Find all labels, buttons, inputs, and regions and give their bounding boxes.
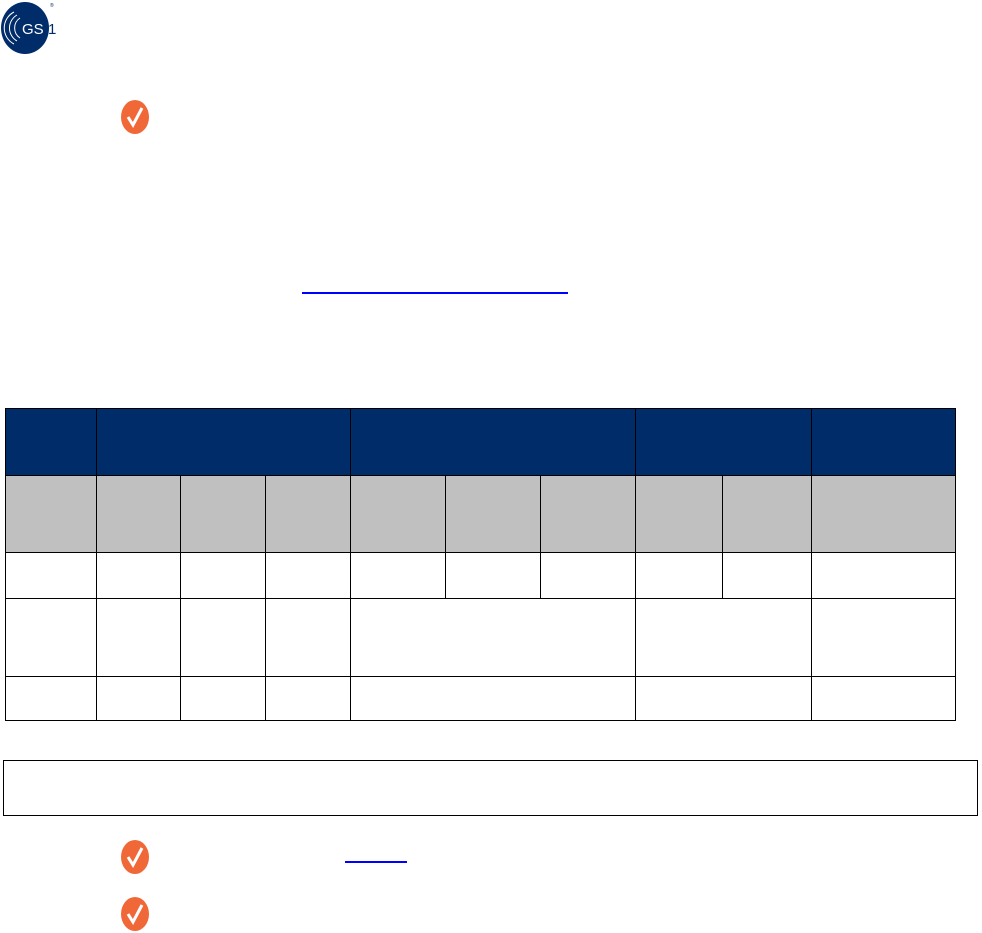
table-cell xyxy=(265,598,351,677)
table-cell xyxy=(180,598,266,677)
table-row xyxy=(5,598,956,677)
table-header-row xyxy=(5,408,956,476)
gs1-logo: GS 1 ® xyxy=(1,2,56,54)
subheader-cell xyxy=(722,475,812,553)
header-cell xyxy=(811,408,956,476)
check-circle-icon xyxy=(121,897,149,931)
subheader-cell xyxy=(265,475,351,553)
table-cell xyxy=(540,552,636,599)
table-cell xyxy=(722,552,812,599)
table-cell xyxy=(5,676,97,721)
svg-text:1: 1 xyxy=(48,21,56,38)
subheader-cell xyxy=(350,475,446,553)
svg-text:GS: GS xyxy=(22,21,44,38)
table-cell xyxy=(5,598,97,677)
table-row xyxy=(5,676,956,721)
table-cell xyxy=(180,552,266,599)
subheader-cell xyxy=(635,475,723,553)
subheader-cell xyxy=(445,475,541,553)
table-cell xyxy=(350,552,446,599)
data-table xyxy=(5,408,956,721)
subheader-cell xyxy=(5,475,97,553)
table-row xyxy=(5,552,956,599)
table-cell xyxy=(635,598,812,677)
subheader-cell xyxy=(180,475,266,553)
table-cell xyxy=(811,552,956,599)
table-cell xyxy=(445,552,541,599)
svg-text:®: ® xyxy=(50,2,54,9)
subheader-cell xyxy=(96,475,181,553)
table-cell xyxy=(811,676,956,721)
table-cell xyxy=(350,598,636,677)
table-cell xyxy=(96,552,181,599)
table-cell xyxy=(635,552,723,599)
header-cell xyxy=(635,408,812,476)
table-cell xyxy=(96,598,181,677)
table-cell xyxy=(811,598,956,677)
table-cell xyxy=(96,676,181,721)
table-cell xyxy=(350,676,636,721)
subheader-cell xyxy=(811,475,956,553)
subheader-cell xyxy=(540,475,636,553)
table-cell xyxy=(5,552,97,599)
check-circle-icon xyxy=(121,100,149,134)
table-cell xyxy=(265,552,351,599)
table-cell xyxy=(265,676,351,721)
header-cell xyxy=(96,408,351,476)
hyperlink-underline[interactable] xyxy=(302,292,568,294)
header-cell xyxy=(350,408,636,476)
note-box xyxy=(3,760,978,816)
table-cell xyxy=(635,676,812,721)
hyperlink-underline[interactable] xyxy=(345,861,407,863)
header-cell xyxy=(5,408,97,476)
table-cell xyxy=(180,676,266,721)
table-subheader-row xyxy=(5,475,956,553)
check-circle-icon xyxy=(121,840,149,874)
